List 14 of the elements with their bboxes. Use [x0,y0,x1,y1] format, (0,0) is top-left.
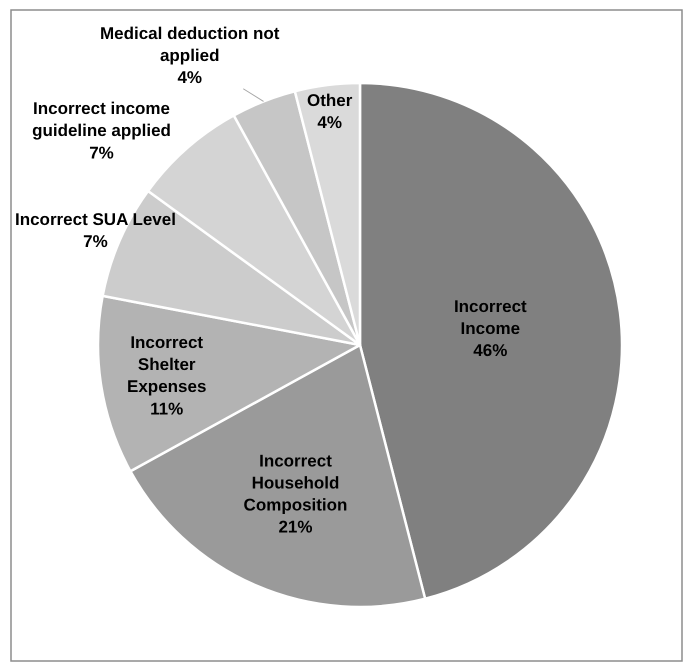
data-label: 4% [177,68,202,88]
slice-label: Other [307,91,353,110]
slice-label: Medical deduction not applied [100,24,280,66]
data-label: 4% [317,113,342,132]
slice-label: Incorrect SUA Level [15,210,176,229]
data-label: 7% [89,143,114,162]
data-label: 11% [150,399,184,418]
slice-label: Incorrect Shelter Expenses [127,332,206,396]
data-label: 21% [278,518,313,537]
data-label: 46% [473,341,508,360]
data-label: 7% [83,232,108,252]
slice-label: Incorrect income guideline applied [32,99,171,140]
slice-label: Incorrect Income [454,296,528,338]
slice-label: Incorrect Household Composition [244,451,348,515]
